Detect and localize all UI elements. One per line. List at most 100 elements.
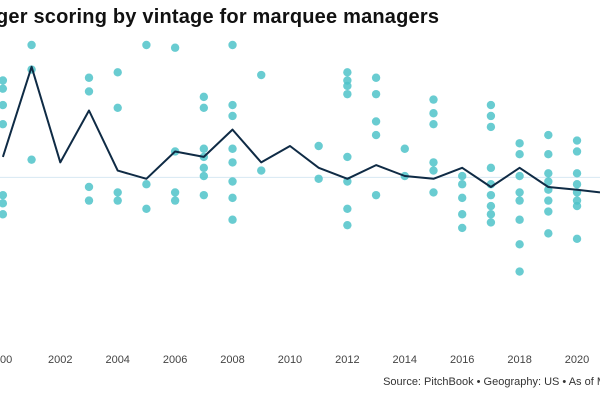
data-point	[343, 152, 352, 162]
chart-title: ger scoring by vintage for marquee manag…	[0, 6, 440, 28]
data-point	[458, 180, 467, 189]
data-point	[199, 103, 209, 112]
data-point	[113, 188, 122, 197]
x-tick-label: 2018	[507, 354, 531, 366]
data-point	[458, 171, 467, 181]
data-point	[27, 155, 36, 164]
data-point	[228, 144, 237, 153]
x-tick-label: 2004	[105, 354, 129, 366]
data-point	[544, 130, 553, 140]
data-point	[228, 177, 237, 186]
data-point	[199, 92, 209, 102]
data-point	[113, 68, 122, 77]
data-point	[486, 201, 496, 211]
data-point	[343, 220, 352, 230]
data-point	[371, 117, 381, 126]
data-point	[544, 169, 553, 178]
data-point	[486, 190, 496, 200]
data-point	[0, 190, 8, 200]
data-point	[429, 119, 438, 129]
data-point	[371, 190, 381, 200]
data-point	[429, 188, 438, 197]
data-point	[572, 136, 582, 145]
data-point	[486, 111, 496, 121]
data-point	[228, 40, 237, 50]
data-point	[371, 130, 381, 140]
data-point	[515, 215, 524, 224]
data-point	[0, 84, 8, 93]
data-point	[572, 234, 582, 244]
data-point	[199, 190, 209, 200]
data-point	[371, 73, 381, 82]
data-point	[84, 196, 94, 205]
x-tick-label: 2010	[278, 354, 302, 366]
data-point	[228, 158, 237, 167]
data-point	[544, 150, 553, 159]
data-point	[429, 109, 438, 118]
x-tick-label: 2016	[450, 354, 474, 366]
data-point	[199, 171, 209, 181]
data-point	[343, 89, 352, 99]
data-point	[371, 89, 381, 99]
data-point	[228, 111, 237, 121]
data-point	[515, 171, 524, 181]
data-point	[170, 43, 180, 52]
data-point	[486, 210, 496, 219]
data-point	[486, 163, 496, 173]
data-point	[27, 40, 36, 50]
data-point	[429, 166, 438, 175]
dots-layer	[0, 40, 582, 276]
data-point	[515, 188, 524, 197]
data-point	[544, 229, 553, 238]
data-point	[343, 81, 352, 91]
data-point	[113, 103, 122, 112]
data-point	[486, 122, 496, 132]
data-point	[343, 68, 352, 77]
data-point	[515, 240, 524, 249]
data-point	[199, 163, 209, 173]
data-point	[0, 210, 8, 219]
data-point	[429, 95, 438, 104]
data-point	[515, 150, 524, 159]
data-point	[544, 177, 553, 186]
x-tick-label: 2002	[48, 354, 72, 366]
data-point	[84, 87, 94, 96]
data-point	[257, 166, 266, 175]
data-point	[142, 40, 151, 50]
data-point	[515, 196, 524, 205]
data-point	[170, 188, 180, 197]
data-point	[458, 210, 467, 219]
data-point	[429, 158, 438, 167]
data-point	[515, 139, 524, 148]
data-point	[343, 204, 352, 213]
x-tick-label: 2020	[565, 354, 589, 366]
data-point	[515, 267, 524, 276]
data-point	[113, 196, 122, 205]
data-point	[486, 100, 496, 110]
data-point	[572, 180, 582, 189]
data-point	[0, 199, 8, 208]
data-point	[343, 177, 352, 186]
data-point	[228, 193, 237, 203]
data-point	[572, 169, 582, 178]
source-note: Source: PitchBook • Geography: US • As o…	[383, 376, 600, 388]
data-point	[544, 196, 553, 205]
x-tick-label: 2012	[335, 354, 359, 366]
data-point	[458, 223, 467, 233]
data-point	[400, 144, 409, 153]
data-point	[544, 207, 553, 216]
data-point	[314, 141, 323, 151]
data-point	[572, 201, 582, 211]
data-point	[199, 144, 209, 153]
data-point	[228, 215, 237, 224]
data-point	[458, 193, 467, 203]
x-tick-label: 2006	[163, 354, 187, 366]
x-tick-label: 00	[0, 354, 12, 366]
x-axis-ticks: 00 2002 2004 2006 2008 2010 2012 2014 2016 2018 20…	[0, 354, 589, 366]
data-point	[572, 147, 582, 156]
data-point	[0, 119, 8, 129]
data-point	[486, 218, 496, 227]
x-tick-label: 2008	[220, 354, 244, 366]
data-point	[170, 196, 180, 205]
